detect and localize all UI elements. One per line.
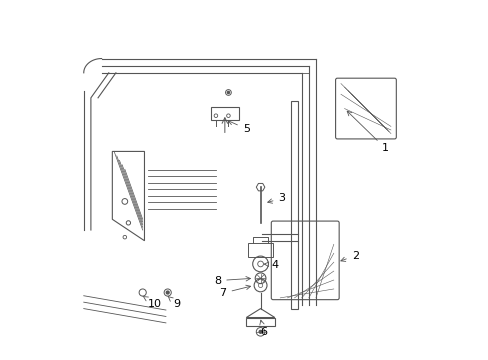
Text: 6: 6 — [259, 320, 267, 337]
Circle shape — [227, 91, 229, 94]
Text: 8: 8 — [214, 276, 250, 285]
Text: 1: 1 — [346, 111, 388, 153]
Circle shape — [259, 330, 262, 333]
Text: 5: 5 — [228, 121, 249, 134]
Text: 3: 3 — [267, 193, 285, 203]
Text: 9: 9 — [168, 296, 180, 309]
Text: 10: 10 — [142, 296, 162, 309]
Text: 2: 2 — [340, 251, 358, 261]
Text: 4: 4 — [264, 260, 278, 270]
Circle shape — [166, 291, 169, 294]
Text: 7: 7 — [219, 285, 250, 298]
